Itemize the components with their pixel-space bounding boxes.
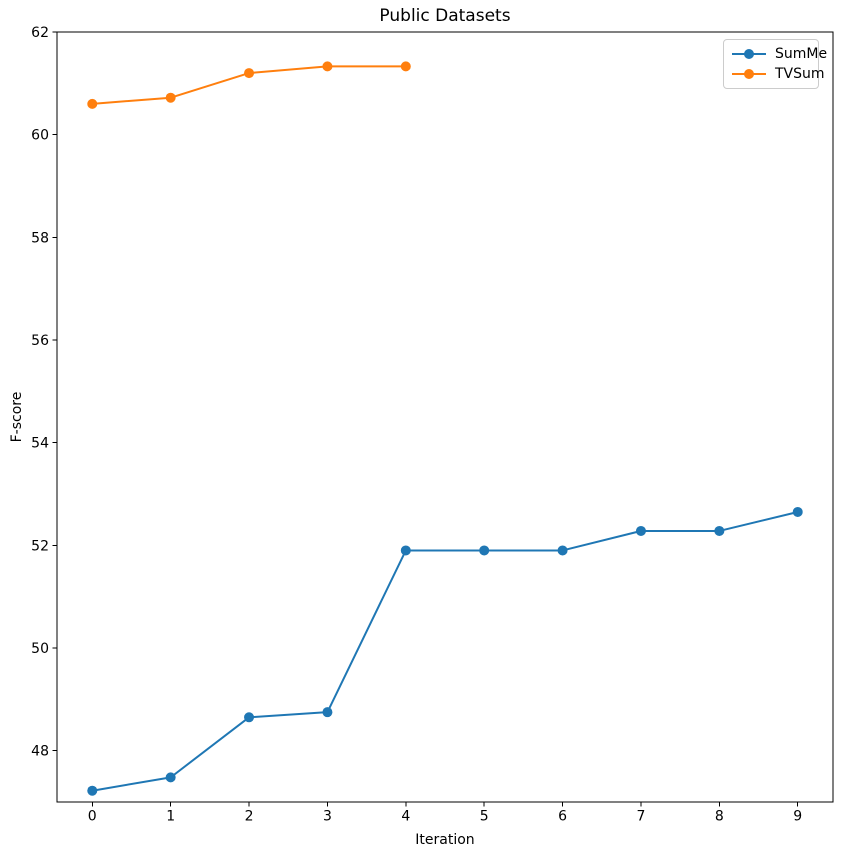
y-tick-label: 52: [31, 538, 49, 554]
legend-entry-tvsum: TVSum: [730, 64, 825, 84]
x-tick-label: 7: [636, 809, 645, 825]
x-tick-label: 1: [166, 809, 175, 825]
data-point-summe: [244, 712, 255, 723]
x-axis-label: Iteration: [415, 832, 475, 848]
y-tick-label: 60: [31, 128, 49, 144]
x-tick-label: 9: [793, 809, 802, 825]
y-tick-label: 48: [31, 744, 49, 760]
y-tick-label: 58: [31, 230, 49, 246]
data-point-summe: [479, 545, 490, 556]
x-tick-label: 0: [88, 809, 97, 825]
x-tick-label: 2: [245, 809, 254, 825]
data-point-summe: [400, 545, 411, 556]
data-point-summe: [165, 772, 176, 783]
legend-line-sample-tvsum: [732, 69, 766, 79]
x-tick-label: 4: [401, 809, 410, 825]
chart-title: Public Datasets: [379, 6, 511, 26]
data-point-summe: [322, 707, 333, 718]
legend-marker-icon: [744, 69, 754, 79]
x-tick-label: 8: [715, 809, 724, 825]
y-axis-label: F-score: [9, 391, 25, 443]
plot-frame: [56, 31, 834, 803]
data-point-summe: [87, 785, 98, 796]
data-point-summe: [792, 506, 803, 517]
data-point-tvsum: [244, 68, 255, 79]
x-tick-label: 3: [323, 809, 332, 825]
data-point-tvsum: [87, 98, 98, 109]
legend-marker-icon: [744, 49, 754, 59]
data-point-tvsum: [322, 61, 333, 72]
legend-label-tvsum: TVSum: [775, 66, 825, 82]
x-tick-label: 6: [558, 809, 567, 825]
data-point-summe: [557, 545, 568, 556]
data-point-summe: [635, 525, 646, 536]
legend-label-summe: SumMe: [775, 46, 828, 62]
data-point-tvsum: [400, 61, 411, 72]
legend-entry-summe: SumMe: [730, 44, 827, 64]
series-line-summe: [91, 510, 799, 792]
legend-line-sample-summe: [732, 49, 766, 59]
x-tick-label: 5: [480, 809, 489, 825]
y-tick-label: 54: [31, 436, 49, 452]
y-tick-label: 56: [31, 333, 49, 349]
y-tick-label: 62: [31, 25, 49, 41]
legend: SumMe TVSum: [723, 39, 827, 89]
data-point-summe: [714, 525, 725, 536]
data-point-tvsum: [165, 92, 176, 103]
y-tick-label: 50: [31, 641, 49, 657]
